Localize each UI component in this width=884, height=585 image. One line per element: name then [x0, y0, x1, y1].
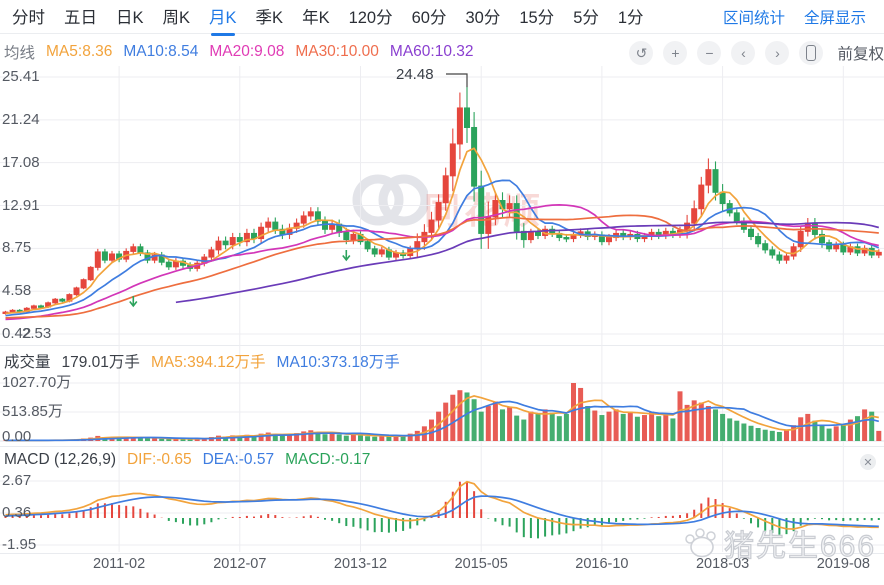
dif-value: DIF:-0.65: [126, 451, 192, 468]
price-tick: 25.41: [2, 68, 40, 85]
price-tick: 8.75: [2, 239, 32, 257]
volume-current-value: 179.01万手: [61, 354, 140, 371]
price-low-label: 2.53: [22, 325, 52, 342]
tab-1min[interactable]: 1分: [617, 8, 644, 27]
period-tabbar: 分时 五日 日K 周K 月K 季K 年K 120分 60分 30分 15分 5分…: [0, 0, 884, 36]
ma30-value: MA30:10.00: [295, 43, 379, 60]
macd-tick: 2.67: [2, 472, 32, 490]
macd-tick: 0.36: [2, 504, 32, 521]
date-tick: 2013-12: [333, 556, 388, 572]
date-tick: 2018-03: [695, 556, 750, 572]
volume-header-title: 成交量: [4, 354, 51, 371]
tab-30min[interactable]: 30分: [465, 8, 501, 27]
undo-icon[interactable]: ↺: [629, 41, 654, 65]
volume-tick: 1027.70万: [2, 374, 72, 391]
pane-separator: [0, 345, 884, 346]
ma5-value: MA5:8.36: [46, 43, 113, 60]
phone-icon[interactable]: [799, 41, 824, 65]
pane-separator: [0, 446, 884, 447]
volume-ma5-value: MA5:394.12万手: [150, 354, 266, 371]
pan-left-icon[interactable]: ‹: [731, 41, 756, 65]
macd-header-title: MACD (12,26,9): [4, 451, 116, 468]
volume-ma10-value: MA10:373.18万手: [276, 354, 400, 371]
tab-daily-k[interactable]: 日K: [116, 8, 144, 27]
dea-value: DEA:-0.57: [202, 451, 275, 468]
range-statistics-link[interactable]: 区间统计: [722, 9, 785, 27]
date-tick: 2019-08: [816, 556, 870, 572]
zoom-in-icon[interactable]: +: [663, 41, 688, 65]
zoom-out-icon[interactable]: −: [697, 41, 722, 65]
ma20-value: MA20:9.08: [209, 43, 285, 60]
price-tick: 4.58: [2, 282, 32, 300]
fullscreen-link[interactable]: 全屏显示: [803, 9, 866, 27]
volume-tick: 0.00: [2, 428, 32, 445]
volume-indicator-header: 成交量 179.01万手 MA5:394.12万手 MA10:373.18万手: [4, 350, 400, 372]
macd-tick: -1.95: [2, 536, 37, 553]
ma-indicator-header: 均线 MA5:8.36 MA10:8.54 MA20:9.08 MA30:10.…: [4, 41, 474, 63]
chart-controls: ↺ + − ‹ › 前复权: [629, 40, 884, 66]
tab-weekly-k[interactable]: 周K: [162, 8, 191, 27]
price-tick: 21.24: [2, 110, 40, 128]
tab-60min[interactable]: 60分: [411, 8, 447, 27]
ma-header-title: 均线: [4, 45, 36, 62]
price-tick: 17.08: [2, 153, 40, 171]
macd-indicator-header: MACD (12,26,9) DIF:-0.65 DEA:-0.57 MACD:…: [4, 451, 370, 469]
peak-price-annotation: 24.48: [396, 66, 434, 83]
ma60-value: MA60:10.32: [389, 43, 474, 60]
broker-logo-loops-icon: [352, 174, 428, 226]
tab-5min[interactable]: 5分: [573, 8, 599, 27]
tab-minute[interactable]: 分时: [12, 8, 45, 27]
adjust-mode-label[interactable]: 前复权: [837, 46, 884, 63]
date-tick: 2016-10: [575, 556, 629, 572]
date-tick: 2015-05: [454, 556, 508, 572]
volume-tick: 513.85万: [2, 403, 63, 420]
tab-5day[interactable]: 五日: [64, 8, 97, 27]
date-tick: 2012-07: [213, 556, 267, 572]
pan-right-icon[interactable]: ›: [765, 41, 790, 65]
tab-yearly-k[interactable]: 年K: [302, 8, 330, 27]
tab-15min[interactable]: 15分: [519, 8, 555, 27]
price-tick: 12.91: [2, 196, 40, 214]
phone-icon-shape: [806, 45, 817, 61]
price-tick: 0.42: [2, 324, 32, 342]
macd-value: MACD:-0.17: [285, 451, 371, 468]
tab-monthly-k[interactable]: 月K: [209, 0, 237, 36]
pane-separator: [0, 553, 884, 554]
tab-quarterly-k[interactable]: 季K: [255, 8, 284, 27]
date-tick: 2011-02: [93, 556, 146, 572]
tab-120min[interactable]: 120分: [348, 8, 393, 27]
ma10-value: MA10:8.54: [123, 43, 199, 60]
close-macd-pane-icon[interactable]: ✕: [860, 454, 876, 470]
